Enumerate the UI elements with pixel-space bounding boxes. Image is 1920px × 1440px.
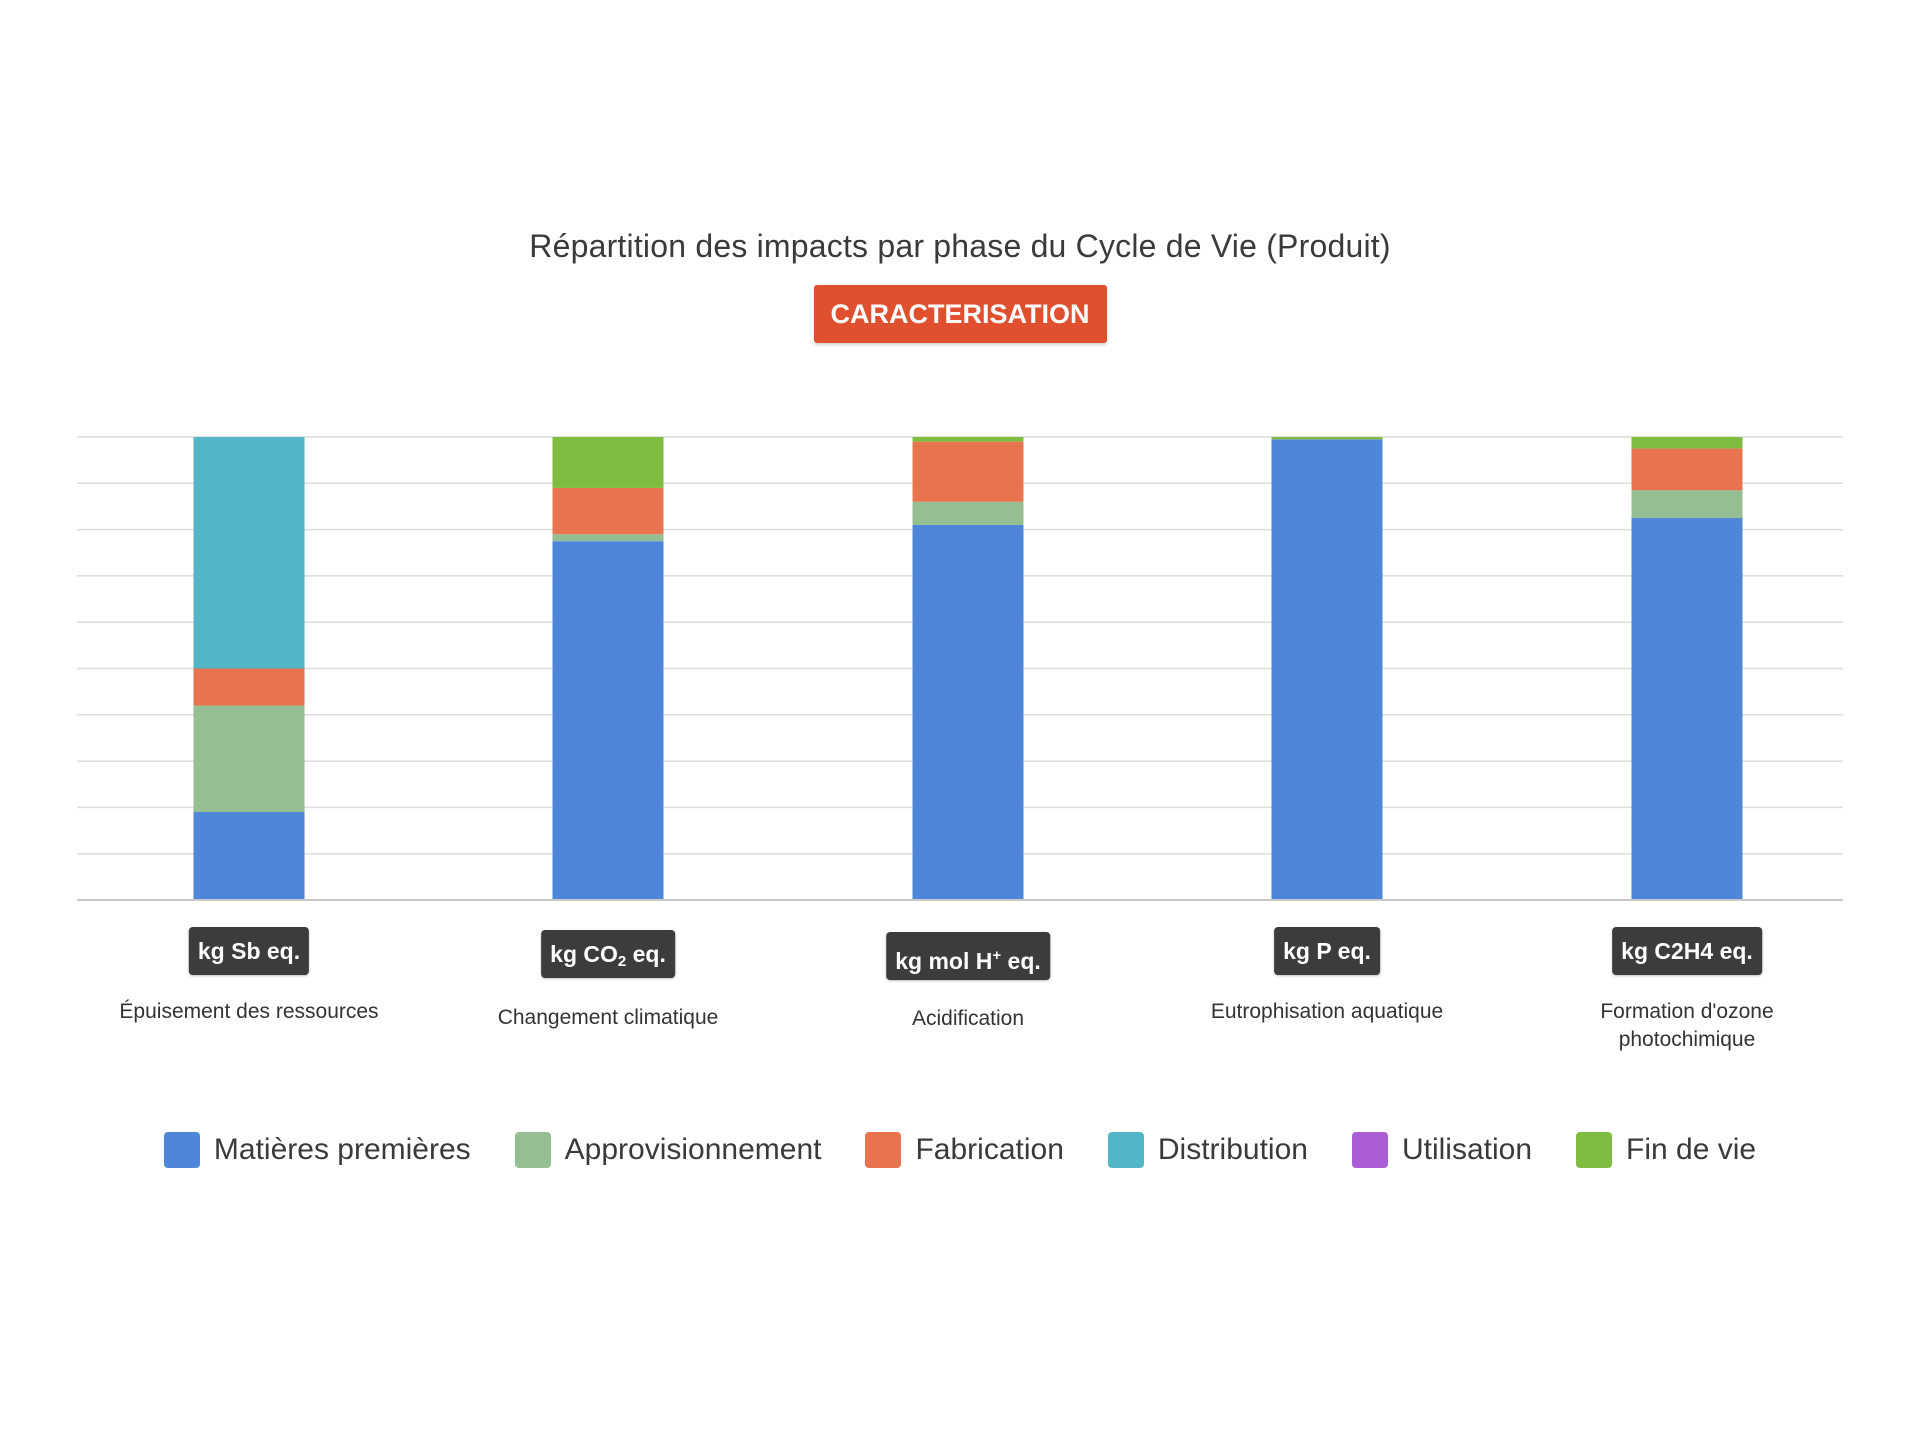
category-label-line: Eutrophisation aquatique <box>1210 1000 1444 1023</box>
legend-item: Utilisation <box>1351 1132 1533 1168</box>
legend-label: Fabrication <box>915 1133 1064 1166</box>
legend-label: Fin de vie <box>1626 1133 1757 1166</box>
unit-badge: kg P eq. <box>1274 927 1380 975</box>
unit-text: kg CO <box>550 941 618 967</box>
bar-segment <box>912 441 1024 502</box>
bar-segment <box>193 705 305 813</box>
unit-superscript: + <box>992 947 1002 964</box>
unit-text-suffix: eq. <box>1001 948 1041 974</box>
bar-segment <box>1631 448 1743 491</box>
legend-label: Matières premières <box>213 1133 471 1166</box>
category-label-line: Épuisement des ressources <box>119 1000 379 1023</box>
category-label-line: Formation d'ozone <box>1600 1000 1774 1023</box>
unit-badge: kg mol H+ eq. <box>886 932 1050 980</box>
legend-item: Approvisionnement <box>514 1132 822 1168</box>
unit-badge: kg Sb eq. <box>188 927 310 975</box>
bar-segment <box>1631 518 1743 900</box>
category-label: Formation d'ozone photochimique <box>1517 998 1857 1054</box>
legend-swatch <box>1107 1132 1144 1168</box>
legend-label: Utilisation <box>1401 1133 1533 1166</box>
category-label-line: photochimique <box>1618 1028 1756 1051</box>
bar-segment <box>193 812 305 900</box>
bar-segment <box>552 487 664 535</box>
legend: Matières premières Approvisionnement Fabri… <box>0 1132 1920 1168</box>
bar-segment <box>193 668 305 706</box>
unit-badge: kg C2H4 eq. <box>1612 927 1762 975</box>
legend-swatch <box>1576 1132 1613 1168</box>
bar-segment <box>552 534 664 542</box>
legend-label: Distribution <box>1157 1133 1308 1166</box>
category-label: Changement climatique <box>438 1004 778 1032</box>
bar-segment <box>1631 490 1743 519</box>
category-label: Acidification <box>798 1005 1138 1033</box>
category-label: Épuisement des ressources <box>79 998 419 1026</box>
bar-segment <box>1631 437 1743 449</box>
legend-label: Approvisionnement <box>564 1133 822 1166</box>
legend-item: Distribution <box>1107 1132 1308 1168</box>
category-label-line: Acidification <box>911 1007 1025 1030</box>
subtitle-badge-wrapper: CARACTERISATION <box>0 285 1920 343</box>
legend-item: Matières premières <box>163 1132 471 1168</box>
bar-segment <box>912 524 1024 900</box>
category-label: Eutrophisation aquatique <box>1157 998 1497 1026</box>
unit-text: kg P eq. <box>1283 938 1371 964</box>
legend-item: Fabrication <box>865 1132 1064 1168</box>
unit-badge: kg CO2 eq. <box>541 930 675 978</box>
legend-swatch <box>1351 1132 1388 1168</box>
bar-segment <box>552 437 664 488</box>
unit-subscript: 2 <box>617 953 627 970</box>
unit-text-suffix: eq. <box>626 941 666 967</box>
legend-item: Fin de vie <box>1576 1132 1756 1168</box>
bar-segment <box>1271 439 1383 900</box>
unit-text: kg mol H <box>895 948 993 974</box>
bar-segment <box>912 501 1024 525</box>
legend-swatch <box>865 1132 902 1168</box>
chart-title: Répartition des impacts par phase du Cyc… <box>529 228 1391 264</box>
legend-swatch <box>163 1132 200 1168</box>
bar-segment <box>552 541 664 900</box>
bar-segment <box>1271 437 1383 440</box>
legend-swatch <box>514 1132 551 1168</box>
unit-text: kg C2H4 eq. <box>1621 938 1753 964</box>
bar-segments <box>193 437 1743 900</box>
category-label-line: Changement climatique <box>497 1006 719 1029</box>
caracterisation-badge: CARACTERISATION <box>813 285 1107 343</box>
bar-segment <box>912 437 1024 442</box>
unit-text: kg Sb eq. <box>197 938 301 964</box>
bar-segment <box>193 437 305 669</box>
